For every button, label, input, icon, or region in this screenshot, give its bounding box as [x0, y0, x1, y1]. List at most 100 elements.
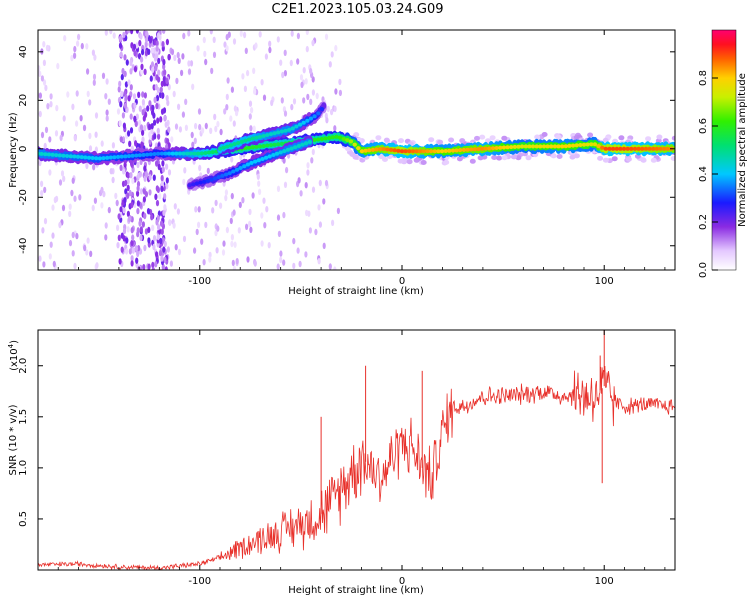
noise-point	[125, 237, 129, 244]
noise-point	[235, 258, 239, 265]
trace-core	[319, 107, 325, 111]
noise-point	[166, 99, 170, 107]
halo-point	[650, 157, 657, 163]
noise-point	[311, 89, 315, 96]
snr-frame	[37, 329, 676, 571]
trace-core	[578, 143, 583, 147]
trace-core	[494, 146, 499, 150]
trace-core	[643, 146, 649, 151]
noise-point	[194, 122, 198, 130]
noise-point	[141, 221, 145, 228]
noise-point	[92, 164, 96, 171]
trace-core	[257, 144, 263, 149]
noise-point	[130, 145, 134, 152]
noise-point	[140, 56, 144, 63]
noise-point	[296, 32, 300, 40]
trace-core	[64, 154, 70, 158]
noise-point	[143, 124, 147, 132]
noise-point	[129, 127, 134, 134]
noise-point	[120, 90, 124, 98]
halo-point	[397, 158, 404, 164]
noise-point	[204, 122, 208, 130]
noise-point	[117, 86, 121, 93]
noise-point	[155, 185, 159, 192]
noise-point	[38, 159, 42, 167]
noise-point	[142, 115, 146, 122]
noise-point	[161, 160, 165, 167]
halo-point	[345, 146, 352, 152]
trace-core	[472, 147, 477, 152]
trace-core	[312, 137, 317, 142]
noise-point	[122, 207, 126, 214]
noise-point	[115, 199, 119, 207]
trace-core	[323, 136, 328, 141]
noise-point	[155, 160, 159, 167]
noise-point	[193, 247, 197, 254]
trace-core	[476, 147, 481, 152]
halo-point	[474, 135, 480, 141]
noise-point	[328, 61, 332, 68]
trace-core	[581, 142, 587, 147]
noise-point	[118, 120, 122, 127]
trace-core	[439, 149, 445, 154]
noise-point	[159, 220, 164, 227]
trace-core	[647, 146, 652, 151]
noise-point	[131, 247, 135, 254]
noise-point	[151, 266, 155, 270]
noise-point	[153, 119, 157, 126]
noise-point	[276, 214, 281, 221]
noise-point	[111, 176, 115, 184]
noise-point	[162, 246, 166, 253]
noise-point	[182, 32, 186, 40]
trace-core	[516, 144, 521, 149]
noise-point	[144, 36, 149, 43]
trace-core	[166, 151, 172, 156]
trace-core	[443, 149, 448, 153]
noise-point	[166, 246, 170, 253]
noise-point	[68, 203, 72, 210]
halo-point	[459, 138, 466, 144]
noise-point	[168, 219, 172, 226]
halo-point	[420, 160, 427, 165]
noise-point	[208, 256, 212, 263]
trace-core	[300, 142, 305, 147]
noise-point	[122, 235, 126, 242]
noise-point	[126, 184, 130, 192]
bottom-y-axis-label: SNR (10 * v/v)	[8, 404, 19, 475]
noise-point	[141, 48, 145, 56]
trace-core	[319, 137, 325, 141]
noise-point	[119, 51, 123, 58]
trace-core	[414, 149, 419, 154]
noise-point	[142, 196, 146, 203]
noise-point	[248, 220, 252, 228]
trace-core	[410, 149, 416, 154]
noise-point	[279, 59, 283, 66]
noise-point	[119, 164, 123, 171]
noise-point	[73, 195, 77, 202]
noise-point	[95, 262, 99, 269]
trace-core	[196, 151, 201, 156]
trace-core	[188, 151, 194, 156]
noise-point	[156, 233, 160, 241]
noise-point	[127, 130, 131, 137]
noise-point	[124, 179, 128, 187]
noise-point	[305, 30, 309, 35]
trace-core	[263, 155, 269, 160]
noise-point	[311, 186, 316, 193]
noise-point	[61, 204, 66, 212]
trace-core	[294, 124, 299, 129]
halo-point	[656, 134, 663, 140]
noise-point	[140, 63, 144, 70]
noise-point	[232, 209, 236, 216]
bottom-y-tick-label: 0.5	[18, 511, 29, 527]
noise-point	[177, 248, 182, 256]
noise-point	[102, 190, 106, 198]
noise-point	[128, 140, 132, 147]
trace-core	[278, 150, 283, 155]
trace-core	[209, 177, 214, 182]
noise-point	[187, 68, 192, 75]
trace-core	[512, 144, 517, 149]
noise-point	[225, 226, 229, 234]
noise-point	[252, 67, 256, 75]
trace-core	[271, 153, 276, 157]
